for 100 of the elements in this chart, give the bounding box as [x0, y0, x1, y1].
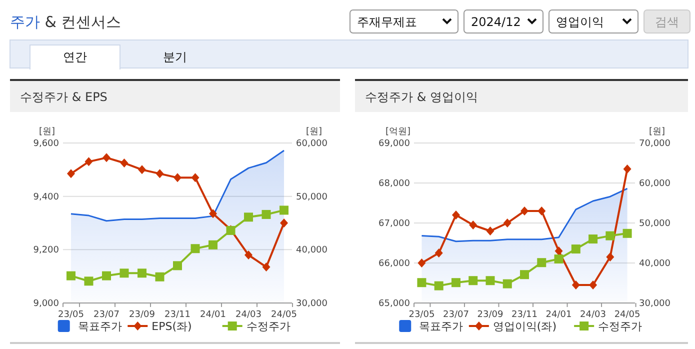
- y2-tick-label: 30,000: [296, 299, 328, 309]
- x-tick-label: 23/11: [512, 310, 538, 320]
- point: [156, 169, 164, 178]
- x-tick-label: 23/07: [94, 310, 120, 320]
- point: [571, 244, 580, 254]
- text: 연간: [63, 50, 87, 64]
- x-tick-label: 24/01: [546, 310, 572, 320]
- y-tick-label: 68,000: [378, 179, 410, 189]
- y-tick-label: 9,000: [33, 299, 60, 309]
- point: [280, 206, 289, 215]
- point: [589, 280, 598, 290]
- y2-tick-label: 60,000: [296, 139, 328, 149]
- point: [451, 278, 460, 288]
- point: [84, 157, 93, 166]
- y2-tick-label: 70,000: [639, 139, 671, 149]
- point: [262, 262, 270, 272]
- point: [190, 244, 200, 254]
- point: [622, 228, 632, 238]
- point: [417, 278, 426, 288]
- point: [120, 268, 129, 278]
- point: [623, 164, 632, 174]
- x-tick-label: 23/09: [477, 310, 504, 320]
- legend-label: 수정주가: [598, 320, 642, 333]
- x-tick-label: 23/11: [164, 310, 190, 320]
- point: [537, 258, 546, 268]
- point: [418, 258, 426, 268]
- legend-label: 수정주가: [246, 320, 290, 333]
- point: [280, 218, 288, 228]
- point: [66, 169, 75, 178]
- legend-label: EPS(좌): [152, 320, 192, 333]
- point: [606, 252, 614, 262]
- point: [434, 281, 444, 290]
- point: [554, 246, 563, 256]
- x-tick-label: 23/05: [58, 310, 84, 320]
- y-tick-label: 9,200: [33, 246, 60, 256]
- point: [244, 212, 254, 222]
- point: [434, 248, 443, 258]
- x-tick-label: 24/05: [271, 310, 297, 320]
- point: [572, 280, 580, 290]
- text: 분기: [163, 50, 187, 64]
- point: [209, 209, 218, 218]
- point: [468, 276, 478, 286]
- point: [538, 206, 546, 216]
- point: [262, 210, 271, 219]
- y-tick-label: 65,000: [378, 299, 410, 309]
- point: [520, 206, 528, 216]
- y-tick-label: 9,400: [33, 192, 60, 202]
- point: [486, 226, 494, 236]
- point: [244, 250, 253, 260]
- point: [486, 276, 495, 286]
- x-tick-label: 24/03: [236, 310, 262, 320]
- chart-title: 수정주가 & EPS: [20, 90, 108, 104]
- y-tick-label: 66,000: [378, 259, 410, 269]
- x-tick-label: 24/01: [200, 310, 226, 320]
- point: [174, 173, 182, 182]
- chart-title: 수정주가 & 영업이익: [365, 90, 478, 104]
- point: [469, 220, 478, 230]
- x-tick-label: 23/07: [443, 310, 469, 320]
- point: [452, 210, 460, 220]
- y2-axis-title: [원]: [648, 127, 666, 137]
- text: 영업이익: [556, 15, 604, 29]
- y-tick-label: 69,000: [378, 139, 410, 149]
- text: 주가 & 컨센서스: [10, 13, 122, 31]
- x-tick-label: 24/05: [614, 310, 640, 320]
- point: [155, 272, 164, 282]
- y2-tick-label: 40,000: [639, 259, 671, 269]
- y2-tick-label: 40,000: [296, 246, 328, 256]
- point: [588, 234, 598, 244]
- x-tick-label: 23/05: [408, 310, 435, 320]
- point: [208, 240, 218, 250]
- y-tick-label: 9,600: [33, 139, 60, 149]
- y2-tick-label: 60,000: [639, 179, 671, 189]
- legend-label: 영업이익(좌): [492, 320, 557, 333]
- y2-tick-label: 30,000: [639, 299, 671, 309]
- y-tick-label: 67,000: [378, 219, 410, 229]
- point: [102, 271, 111, 280]
- point: [138, 165, 146, 174]
- y2-tick-label: 50,000: [296, 192, 328, 202]
- y2-axis-title: [원]: [306, 127, 322, 137]
- point: [520, 270, 529, 280]
- legend-label: 목표주가: [419, 320, 464, 333]
- point: [554, 254, 564, 264]
- point: [120, 158, 128, 168]
- text: 주재무제표: [357, 15, 417, 29]
- point: [606, 231, 615, 240]
- x-tick-label: 23/09: [129, 310, 156, 320]
- point: [502, 279, 512, 288]
- point: [102, 153, 110, 162]
- point: [84, 276, 94, 286]
- point: [503, 218, 512, 228]
- text: 검색: [655, 15, 679, 29]
- y2-tick-label: 50,000: [639, 219, 671, 229]
- point: [137, 268, 146, 278]
- point: [173, 261, 182, 270]
- y-axis-title: [원]: [38, 127, 56, 137]
- text: 2024/12: [471, 15, 521, 29]
- y-axis-title: [억원]: [385, 127, 411, 137]
- x-tick-label: 24/03: [580, 310, 606, 320]
- point: [191, 173, 200, 182]
- point: [66, 271, 76, 280]
